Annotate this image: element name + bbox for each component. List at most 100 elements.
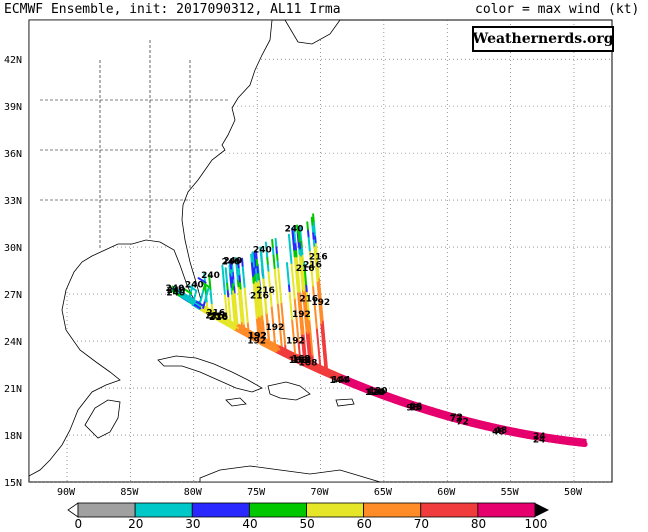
track-segment [303, 339, 306, 350]
track-segment [278, 349, 288, 356]
track-segment [550, 437, 560, 441]
track-segment [260, 255, 264, 265]
track-segment [353, 380, 363, 386]
colorbar-label: 30 [185, 517, 200, 531]
track-segment [200, 281, 210, 288]
track-segment [478, 425, 488, 429]
forecast-hour-label: 192 [248, 331, 267, 341]
track-segment [296, 325, 299, 335]
track-segment [322, 350, 326, 360]
track-segment [281, 315, 285, 325]
track-segment [302, 332, 306, 342]
lon-tick-label: 90W [57, 487, 76, 498]
track-segment [253, 272, 257, 282]
track-segment [209, 311, 219, 318]
track-segment [402, 399, 412, 404]
track-segment [232, 295, 236, 305]
track-segment [292, 241, 296, 251]
track-segment [457, 419, 467, 424]
track-segment [312, 213, 315, 223]
track-segment [317, 287, 320, 297]
track-segment [227, 295, 230, 305]
track-segment [294, 311, 298, 321]
track-segment [313, 227, 317, 237]
track-segment [289, 297, 292, 307]
track-segment [359, 387, 369, 393]
track-segment [533, 436, 543, 440]
track-segment [254, 303, 258, 313]
lat-tick-label: 18N [4, 431, 22, 442]
track-segment [576, 439, 586, 442]
track-segment [307, 311, 311, 321]
track-segment [234, 305, 238, 315]
track-segment [285, 261, 289, 272]
track-segment [239, 287, 243, 297]
track-segment [261, 269, 265, 279]
track-segment [258, 292, 262, 302]
track-segment [232, 314, 236, 324]
track-segment [308, 318, 311, 328]
track-segment [192, 303, 202, 310]
track-segment [360, 383, 370, 389]
track-segment [275, 244, 278, 254]
track-segment [487, 425, 497, 429]
track-segment [229, 260, 233, 270]
track-segment [228, 264, 232, 274]
track-segment [252, 258, 255, 268]
track-segment [300, 311, 304, 321]
track-segment [171, 288, 181, 295]
track-segment [200, 288, 205, 298]
forecast-hour-label: 216 [303, 261, 322, 271]
track-segment [417, 405, 427, 411]
track-segment [296, 332, 300, 342]
forecast-hour-label: 144 [329, 376, 348, 386]
colorbar-swatch [363, 502, 422, 518]
track-segment [188, 285, 198, 292]
track-segment [305, 290, 309, 300]
track-segment [220, 319, 230, 326]
track-segment [265, 305, 268, 315]
track-segment [278, 348, 288, 354]
track-segment [286, 269, 290, 279]
forecast-hour-label: 240 [223, 256, 242, 266]
track-segment [389, 396, 399, 401]
colorbar-swatch [306, 502, 365, 518]
track-segment [444, 412, 454, 417]
track-segment [296, 359, 306, 366]
track-segment [261, 262, 264, 272]
track-segment [388, 394, 398, 399]
forecast-hour-label: 96 [410, 404, 423, 414]
track-segment [232, 284, 236, 294]
track-segment [415, 407, 425, 412]
track-segment [374, 389, 384, 394]
forecast-hour-label: 24 [533, 436, 546, 446]
track-segment [269, 342, 279, 349]
track-segment [324, 354, 328, 364]
track-segment [285, 353, 295, 359]
track-segment [319, 297, 323, 307]
forecast-hour-labels: 2402162402402402162162402402402162162162… [166, 224, 546, 445]
forecast-hour-label: 48 [492, 427, 505, 437]
colorbar-label: 80 [471, 517, 486, 531]
forecast-hour-label: 240 [167, 286, 186, 296]
track-segment [256, 307, 260, 317]
track-segment [278, 316, 281, 326]
track-segment [288, 240, 292, 250]
forecast-hour-label: 192 [265, 323, 284, 333]
track-segment [210, 302, 214, 312]
track-segment [312, 230, 315, 240]
track-segment [314, 234, 317, 244]
track-segment [464, 421, 474, 426]
track-segment [536, 435, 546, 439]
track-segment [480, 423, 490, 428]
track-segment [293, 290, 296, 300]
track-segment [317, 348, 321, 358]
track-segment [241, 257, 244, 267]
track-segment [296, 290, 300, 300]
track-segment [298, 304, 301, 314]
track-segment [316, 334, 320, 344]
track-segment [265, 312, 269, 322]
track-segment [239, 313, 243, 323]
track-segment [235, 264, 239, 274]
track-segment [438, 412, 448, 417]
